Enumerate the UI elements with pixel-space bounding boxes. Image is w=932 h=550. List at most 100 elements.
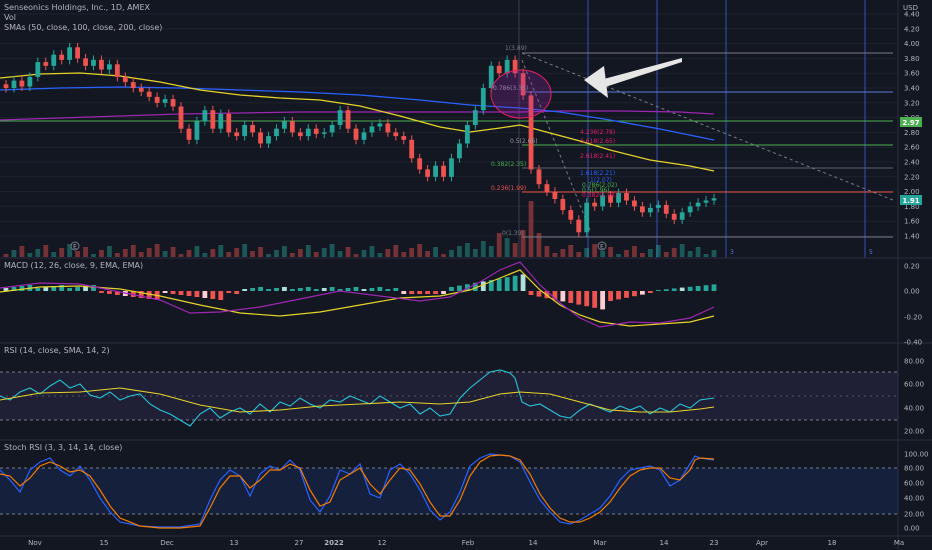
candle-body	[274, 129, 279, 136]
time-tick-label: 12	[378, 539, 387, 547]
candle-body	[712, 198, 717, 200]
fib-label: 1(3.89)	[505, 45, 527, 52]
volume-bar	[688, 251, 693, 257]
time-tick-label: 15	[100, 539, 109, 547]
candle-body	[552, 192, 557, 199]
time-tick-label: Mar	[593, 539, 606, 547]
macd-label[interactable]: MACD (12, 26, close, 9, EMA, EMA)	[4, 261, 143, 270]
volume-bar	[250, 251, 255, 257]
candle-body	[497, 66, 502, 73]
fib-label: 0.5(2.66)	[510, 138, 538, 145]
candle-body	[155, 97, 160, 103]
volume-bar	[600, 251, 605, 257]
candle-body	[338, 110, 343, 125]
rsi-legend: RSI (14, close, SMA, 14, 2)	[4, 346, 110, 356]
volume-bar	[592, 244, 597, 257]
rsi-label[interactable]: RSI (14, close, SMA, 14, 2)	[4, 346, 110, 355]
volume-bar	[115, 253, 120, 257]
macd-hist-bar	[274, 288, 279, 291]
macd-hist-bar	[457, 286, 462, 291]
volume-bar	[704, 254, 709, 257]
volume-label[interactable]: Vol	[4, 13, 16, 22]
candle-body	[242, 125, 247, 136]
volume-bar	[274, 250, 279, 257]
candle-body	[131, 82, 136, 88]
candle-body	[656, 205, 661, 208]
cycle-label: 5	[869, 249, 873, 256]
candle-body	[624, 193, 629, 200]
sma-label[interactable]: SMAs (50, close, 100, close, 200, close)	[4, 23, 162, 32]
volume-bar	[20, 246, 25, 257]
candle-body	[362, 132, 367, 139]
macd-hist-bar	[648, 291, 653, 293]
candle-body	[537, 169, 542, 184]
macd-hist-bar	[354, 287, 359, 291]
price-tick-label: 3.20	[904, 99, 920, 107]
volume-bar	[354, 254, 359, 257]
candle-body	[576, 220, 581, 233]
volume-bar	[99, 250, 104, 257]
volume-bar	[481, 241, 486, 257]
rsi-tick-label: 20.00	[904, 428, 924, 436]
macd-hist-bar	[187, 291, 192, 296]
time-tick-label: 2022	[324, 539, 344, 547]
macd-hist-bar	[370, 288, 375, 291]
candle-body	[91, 60, 96, 66]
volume-bar	[218, 245, 223, 257]
volume-bar	[258, 247, 263, 257]
volume-bar	[672, 248, 677, 257]
candle-body	[226, 114, 231, 132]
macd-hist-bar	[202, 291, 207, 298]
chart-legend: Senseonics Holdings, Inc., 1D, AMEX	[4, 3, 150, 13]
macd-hist-bar	[417, 291, 422, 294]
macd-hist-bar	[433, 291, 438, 294]
candle-body	[640, 206, 645, 212]
rsi-tick-label: 60.00	[904, 381, 924, 389]
candle-body	[163, 99, 168, 103]
candle-body	[202, 110, 207, 121]
earnings-marker-label: E	[73, 244, 77, 251]
fib-label: 3.618(2.65)	[580, 138, 615, 145]
macd-hist-bar	[497, 279, 502, 291]
candle-body	[218, 114, 223, 129]
volume-bar	[131, 245, 136, 257]
macd-hist-bar	[664, 289, 669, 291]
macd-legend: MACD (12, 26, close, 9, EMA, EMA)	[4, 261, 143, 271]
macd-tick-label: 0.20	[904, 263, 920, 271]
volume-bar	[465, 243, 470, 257]
price-tick-label: 2.80	[904, 129, 920, 137]
macd-hist-bar	[306, 287, 311, 291]
volume-bar	[560, 249, 565, 257]
volume-bar	[362, 250, 367, 257]
cycle-label: 3	[730, 249, 734, 256]
macd-hist-bar	[330, 287, 335, 291]
volume-bar	[449, 250, 454, 257]
candle-body	[377, 124, 382, 127]
candle-body	[107, 64, 112, 69]
macd-hist-bar	[624, 291, 629, 298]
candle-body	[354, 129, 359, 140]
volume-bar	[75, 251, 80, 257]
macd-hist-bar	[521, 274, 526, 291]
macd-hist-bar	[234, 291, 239, 294]
time-tick-label: Dec	[160, 539, 174, 547]
symbol-title[interactable]: Senseonics Holdings, Inc., 1D, AMEX	[4, 3, 150, 12]
macd-hist-bar	[568, 291, 573, 303]
volume-bar	[298, 249, 303, 257]
macd-hist-bar	[210, 291, 215, 299]
volume-bar	[290, 253, 295, 257]
fib-label: 2.618(2.41)	[580, 153, 615, 160]
volume-bar	[377, 253, 382, 257]
time-tick-label: Feb	[462, 539, 475, 547]
candle-body	[314, 129, 319, 134]
macd-hist-bar	[600, 291, 605, 309]
earnings-marker-label: E	[600, 244, 604, 251]
macd-tick-label: -0.20	[904, 314, 922, 322]
stoch-label[interactable]: Stoch RSI (3, 3, 14, 14, close)	[4, 443, 122, 452]
time-tick-label: 13	[230, 539, 239, 547]
time-tick-label: Nov	[28, 539, 42, 547]
candle-body	[704, 200, 709, 202]
volume-bar	[314, 252, 319, 257]
volume-bar	[473, 249, 478, 257]
